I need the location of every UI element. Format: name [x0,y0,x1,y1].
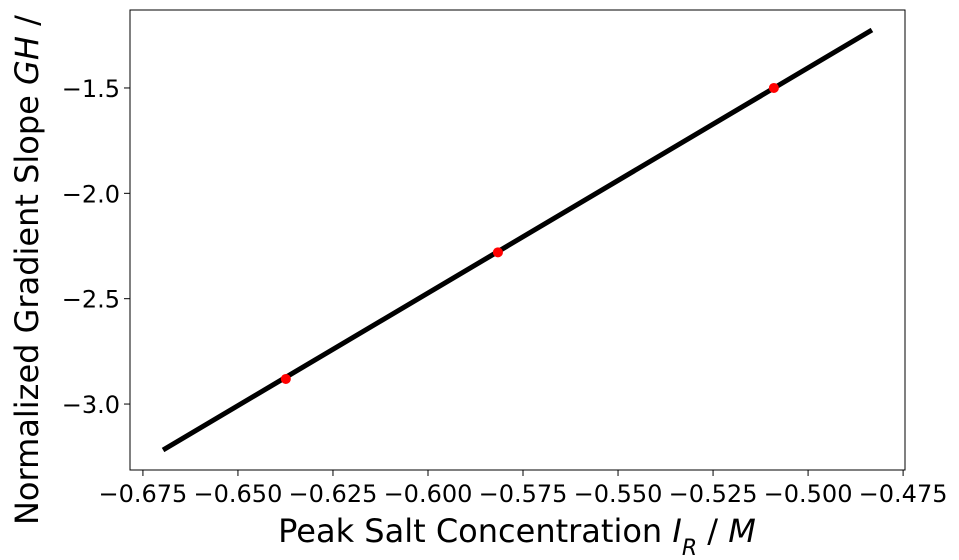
x-tick-label: −0.600 [384,480,473,508]
x-tick-label: −0.650 [194,480,283,508]
label-part: / [697,512,728,550]
x-tick-label: −0.675 [99,480,188,508]
label-part: M [728,512,756,550]
label-part: R [682,536,697,560]
plot-frame [129,9,906,471]
label-part: Normalized Gradient Slope [8,85,46,525]
y-axis-label: Normalized Gradient Slope GH / [8,15,46,525]
data-point [492,247,503,258]
y-tick-label: −3.0 [62,391,120,419]
x-tick-label: −0.500 [764,480,853,508]
y-tick-label: −1.5 [62,75,120,103]
x-tick-label: −0.575 [479,480,568,508]
data-point [768,82,779,93]
data-point [280,373,291,384]
x-axis-label: Peak Salt Concentration IR / M [278,512,756,560]
label-part: Peak Salt Concentration [278,512,672,550]
y-tick-label: −2.5 [62,286,120,314]
x-tick-label: −0.550 [574,480,663,508]
label-part: I [672,512,681,550]
x-tick-label: −0.475 [859,480,948,508]
label-part: / [8,15,46,36]
x-tick-label: −0.525 [669,480,758,508]
label-part: GH [8,36,46,85]
x-tick-label: −0.625 [289,480,378,508]
fit-line [161,27,874,453]
y-tick-label: −2.0 [62,180,120,208]
